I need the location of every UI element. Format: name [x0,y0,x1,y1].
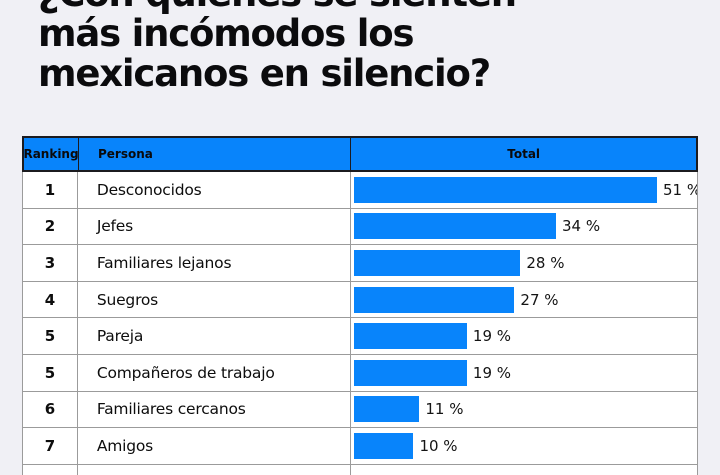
table-row: 5 Pareja 19 % [22,318,698,355]
persona-cell: Familiares lejanos [76,245,350,281]
persona-cell: Compañeros de trabajo [76,354,350,391]
persona-cell: Amigos [76,428,350,464]
table-row: 7 Amigos 10 % [22,428,698,465]
value-label: 19 % [472,327,512,346]
ranking-table: Ranking Persona Total 1 Desconocidos 51 … [22,136,698,475]
value-bar [354,359,467,386]
page-title: ¿Con quiénes se sienten más incómodos lo… [38,0,517,95]
ranking-cell: 7 [44,436,56,455]
value-bar [354,249,521,276]
value-bar [354,396,420,423]
table-row: 5 Compañeros de trabajo 19 % [22,354,698,392]
total-cell: 27 % [350,281,697,318]
table-header-row: Ranking Persona Total [22,136,698,172]
value-label: 28 % [526,253,565,272]
total-cell: 19 % [350,354,697,391]
ranking-cell: 1 [44,180,56,199]
value-bar [354,286,515,313]
ranking-cell: 5 [44,363,56,382]
value-bar [354,213,556,240]
column-header-total: Total [350,138,696,170]
table-row: 4 Suegros 27 % [22,281,698,319]
value-label: 19 % [472,363,512,382]
value-bar [354,323,467,350]
title-line-1: ¿Con quiénes se sienten [38,0,517,14]
total-cell: 10 % [350,428,697,464]
column-header-ranking: Ranking [23,147,79,161]
title-line-2: más incómodos los [38,12,415,55]
ranking-cell: 6 [44,400,56,419]
value-label: 10 % [419,436,458,455]
persona-cell: Jefes [76,208,350,245]
total-cell: 19 % [350,318,697,354]
value-bar [354,176,657,203]
value-bar [354,432,414,459]
persona-cell [76,464,350,475]
value-label: 11 % [425,400,464,419]
total-cell: 28 % [350,245,697,281]
persona-cell: Suegros [76,281,350,318]
value-label: 34 % [562,217,601,236]
persona-cell: Pareja [76,318,350,354]
table-row: 1 Desconocidos 51 % [22,172,698,209]
total-cell: 51 % [350,172,697,208]
table-row: 6 Familiares cercanos 11 % [22,391,698,429]
table-row: 3 Familiares lejanos 28 % [22,245,698,282]
ranking-cell [23,465,77,475]
value-label: 27 % [520,290,559,309]
table-row-partial [22,464,698,475]
total-cell [350,464,697,475]
title-line-3: mexicanos en silencio? [38,52,491,95]
total-cell: 11 % [350,391,697,428]
ranking-cell: 5 [44,327,56,346]
persona-cell: Desconocidos [76,172,350,208]
ranking-cell: 2 [44,217,56,236]
value-label: 51 % [662,180,697,199]
ranking-cell: 3 [44,253,56,272]
persona-cell: Familiares cercanos [76,391,350,428]
ranking-cell: 4 [44,290,56,309]
table-body: 1 Desconocidos 51 % 2 Jefes 34 % 3 Famil… [22,172,698,465]
column-header-persona: Persona [78,138,350,170]
table-row: 2 Jefes 34 % [22,208,698,246]
total-cell: 34 % [350,208,697,245]
